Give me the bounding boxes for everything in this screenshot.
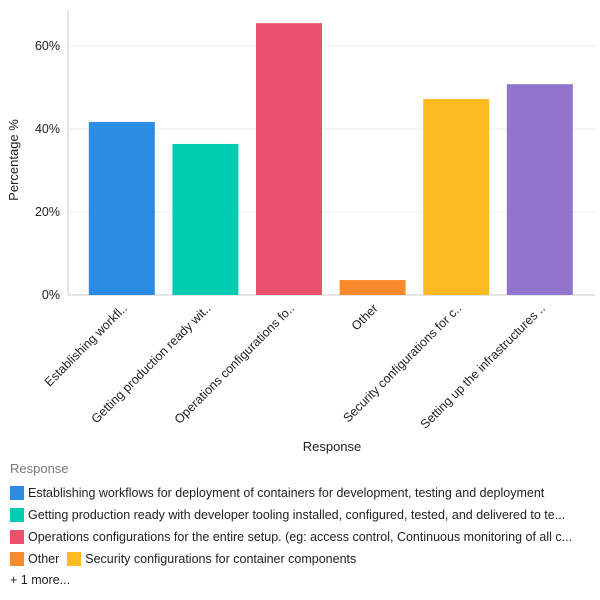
legend-label: Operations configurations for the entire… bbox=[28, 530, 573, 544]
legend-swatch bbox=[10, 486, 24, 500]
legend-item[interactable]: Establishing workflows for deployment of… bbox=[10, 482, 572, 504]
y-tick-label: 40% bbox=[35, 122, 60, 136]
legend-swatch bbox=[10, 530, 24, 544]
legend-item[interactable]: Other bbox=[10, 552, 59, 566]
legend-title: Response bbox=[10, 461, 69, 476]
legend-more-link[interactable]: + 1 more... bbox=[10, 573, 71, 587]
bar[interactable] bbox=[506, 84, 573, 296]
legend-swatch bbox=[10, 552, 24, 566]
legend-item[interactable]: Operations configurations for the entire… bbox=[10, 526, 572, 548]
legend-item[interactable]: Getting production ready with developer … bbox=[10, 504, 572, 526]
legend-label: Other bbox=[28, 552, 60, 566]
y-tick-label: 60% bbox=[35, 39, 60, 53]
legend-swatch bbox=[67, 552, 82, 566]
legend-label: Establishing workflows for deployment of… bbox=[28, 486, 545, 500]
y-axis-label: Percentage % bbox=[6, 119, 21, 201]
y-tick-label: 0% bbox=[42, 288, 60, 302]
x-tick-label: Establishing workfl.. bbox=[42, 301, 130, 389]
x-axis-label: Response bbox=[303, 439, 362, 454]
bar[interactable] bbox=[172, 143, 239, 295]
bar[interactable] bbox=[256, 23, 322, 296]
bar[interactable] bbox=[88, 121, 155, 295]
legend-label: Getting production ready with developer … bbox=[28, 508, 566, 522]
legend-label: Security configurations for container co… bbox=[85, 552, 357, 566]
bar[interactable] bbox=[423, 99, 490, 296]
y-tick-label: 20% bbox=[35, 205, 60, 219]
legend: Response Establishing workflows for depl… bbox=[10, 461, 572, 590]
bar-chart: 0%20%40%60% Establishing workfl..Getting… bbox=[6, 10, 595, 454]
legend-swatch bbox=[10, 508, 24, 522]
bar[interactable] bbox=[339, 280, 406, 295]
legend-item[interactable]: Security configurations for container co… bbox=[67, 552, 356, 566]
x-tick-label: Other bbox=[349, 301, 381, 333]
